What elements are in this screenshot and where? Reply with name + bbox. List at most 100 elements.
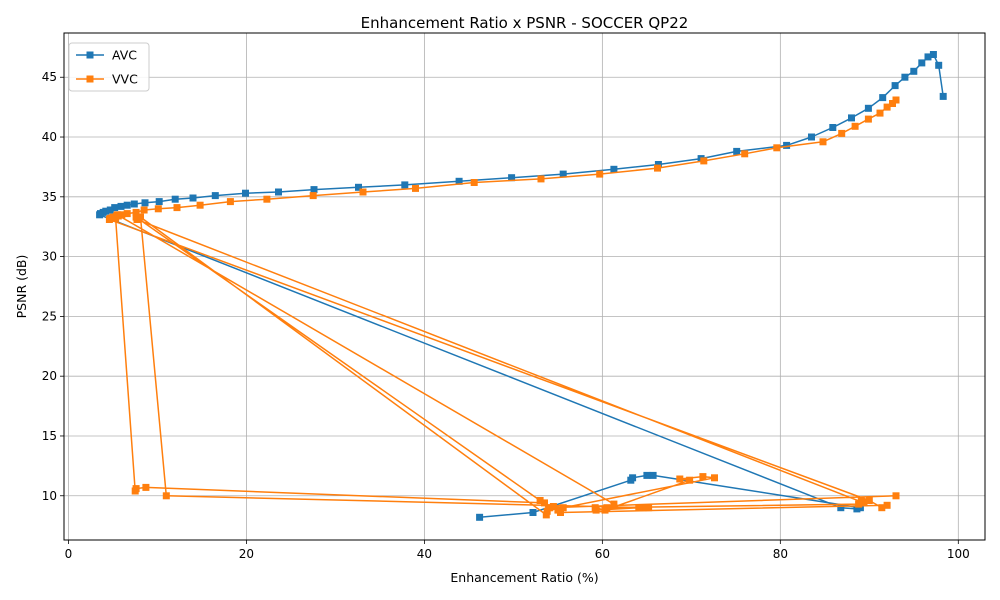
- data-point-vvc: [711, 474, 718, 482]
- data-point-vvc: [819, 138, 827, 146]
- data-point-avc: [891, 82, 899, 90]
- data-point-avc: [242, 189, 249, 197]
- data-point-avc: [123, 201, 131, 209]
- data-point-vvc: [545, 504, 553, 512]
- legend: AVC VVC: [68, 42, 150, 92]
- data-point-vvc: [857, 497, 865, 504]
- data-point-avc: [171, 195, 179, 203]
- data-point-vvc: [654, 164, 661, 172]
- data-point-vvc: [883, 501, 891, 509]
- grid: [64, 33, 985, 540]
- legend-marker-avc: [86, 51, 94, 59]
- x-tick-label: 60: [595, 547, 610, 561]
- data-point-vvc: [865, 497, 873, 504]
- data-point-vvc: [137, 213, 144, 221]
- plot-area: [64, 33, 985, 540]
- y-tick-label: 10: [42, 489, 57, 503]
- data-point-avc: [935, 61, 943, 69]
- data-point-avc: [355, 183, 362, 191]
- data-point-vvc: [541, 499, 548, 507]
- data-point-avc: [401, 181, 409, 189]
- data-point-vvc: [889, 100, 896, 107]
- data-point-avc: [106, 206, 114, 214]
- legend-label-vvc: VVC: [112, 72, 138, 87]
- data-point-avc: [837, 504, 845, 512]
- data-point-vvc: [470, 179, 478, 186]
- data-point-avc: [610, 165, 618, 173]
- y-tick-label: 25: [42, 309, 57, 323]
- x-axis-label: Enhancement Ratio (%): [450, 570, 598, 585]
- plot-frame: [63, 32, 986, 541]
- data-point-vvc: [536, 497, 544, 504]
- data-point-avc: [211, 192, 219, 200]
- data-point-avc: [733, 147, 741, 155]
- data-point-avc: [275, 188, 282, 196]
- data-point-vvc: [543, 507, 551, 515]
- data-point-avc: [476, 513, 484, 521]
- data-point-vvc: [883, 103, 891, 111]
- x-tick-label: 0: [65, 547, 73, 561]
- data-point-avc: [111, 204, 119, 212]
- y-tick-label: 20: [42, 369, 57, 383]
- data-point-vvc: [645, 504, 653, 512]
- series-avc: [96, 51, 947, 521]
- data-point-vvc: [263, 195, 271, 203]
- data-point-vvc: [196, 201, 204, 209]
- legend-marker-vvc: [86, 75, 94, 83]
- data-point-vvc: [864, 115, 872, 123]
- data-point-avc: [929, 51, 937, 58]
- legend-label-avc: AVC: [112, 48, 137, 63]
- data-point-vvc: [700, 157, 708, 165]
- series-vvc: [105, 96, 900, 519]
- y-tick-label: 30: [42, 250, 57, 264]
- data-point-avc: [649, 471, 657, 479]
- data-point-vvc: [142, 483, 150, 491]
- data-point-vvc: [226, 198, 234, 206]
- data-point-vvc: [591, 504, 599, 512]
- data-point-avc: [829, 124, 837, 131]
- y-tick-label: 45: [42, 70, 57, 84]
- data-point-avc: [455, 177, 463, 185]
- data-point-vvc: [676, 475, 684, 483]
- data-point-avc: [864, 104, 872, 112]
- data-point-avc: [939, 92, 947, 100]
- data-point-avc: [155, 198, 163, 206]
- data-point-vvc: [162, 492, 170, 500]
- data-point-vvc: [140, 206, 148, 214]
- data-point-vvc: [173, 204, 181, 212]
- data-point-vvc: [601, 506, 609, 514]
- y-axis-label: PSNR (dB): [14, 255, 29, 319]
- data-point-avc: [130, 200, 138, 208]
- data-point-vvc: [635, 504, 643, 512]
- data-point-avc: [856, 504, 864, 512]
- chart-title: Enhancement Ratio x PSNR - SOCCER QP22: [361, 14, 689, 32]
- x-tick-label: 40: [417, 547, 432, 561]
- data-point-vvc: [112, 214, 120, 222]
- data-point-avc: [643, 471, 651, 479]
- data-point-vvc: [549, 503, 557, 510]
- data-point-avc: [508, 174, 516, 182]
- y-tick-label: 35: [42, 190, 57, 204]
- data-point-vvc: [542, 511, 550, 519]
- x-tick-label: 100: [947, 547, 970, 561]
- data-point-avc: [901, 73, 909, 81]
- data-point-vvc: [309, 192, 317, 200]
- data-point-vvc: [876, 109, 884, 117]
- data-point-vvc: [359, 188, 367, 196]
- data-point-vvc: [851, 122, 859, 130]
- series-layer: [96, 51, 947, 521]
- data-point-vvc: [537, 175, 545, 183]
- data-point-avc: [559, 170, 567, 178]
- data-point-vvc: [596, 170, 604, 178]
- data-point-avc: [924, 53, 932, 61]
- data-point-vvc: [132, 485, 140, 493]
- data-point-avc: [654, 161, 662, 168]
- data-point-avc: [141, 199, 149, 207]
- data-point-vvc: [892, 492, 900, 500]
- data-point-vvc: [412, 184, 419, 192]
- data-point-avc: [189, 194, 197, 202]
- data-point-avc: [848, 114, 855, 122]
- data-point-vvc: [559, 504, 567, 512]
- y-tick-label: 15: [42, 429, 57, 443]
